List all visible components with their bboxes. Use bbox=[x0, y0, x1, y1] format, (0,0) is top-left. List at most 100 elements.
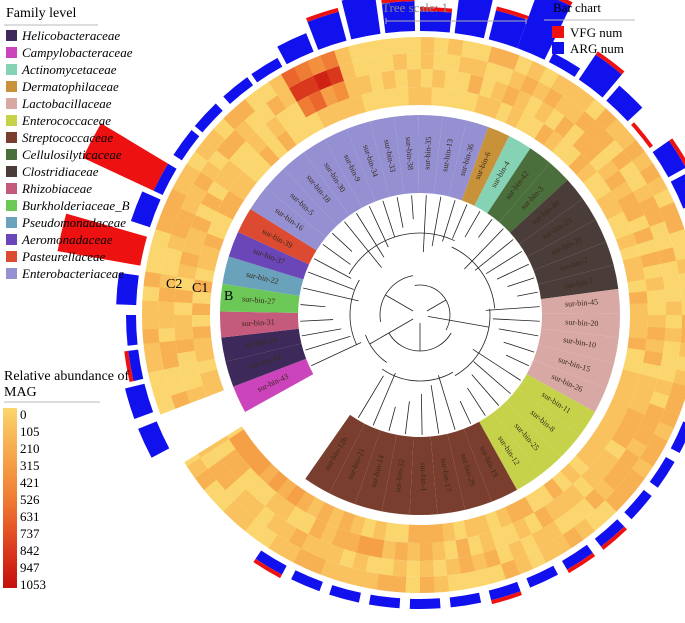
heatmap-cell bbox=[554, 115, 576, 139]
tree-arc bbox=[365, 334, 387, 363]
heatmap-cell bbox=[296, 512, 317, 535]
heatmap-cell bbox=[392, 53, 408, 71]
bar-legend-swatch-vfg bbox=[552, 26, 564, 38]
abundance-legend-level: 210 bbox=[20, 441, 40, 456]
heatmap-cell bbox=[285, 484, 306, 507]
tree-branch bbox=[307, 271, 354, 290]
heatmap-cell bbox=[589, 429, 612, 450]
heatmap-cell bbox=[627, 279, 647, 294]
heatmap-cell bbox=[338, 548, 357, 569]
arg-bar-sur-bin-17 bbox=[449, 592, 482, 608]
heatmap-cell bbox=[175, 338, 195, 354]
family-legend-swatch-actinomycetaceae bbox=[6, 64, 17, 75]
heatmap-cell bbox=[195, 139, 217, 162]
heatmap-cell bbox=[676, 258, 685, 275]
heatmap-cell bbox=[473, 568, 492, 588]
heatmap-cell bbox=[393, 541, 409, 561]
vfg-bar-sur-bin-22 bbox=[57, 213, 148, 266]
tree-branch bbox=[485, 306, 540, 311]
heatmap-cell bbox=[161, 259, 180, 277]
heatmap-cell bbox=[576, 162, 598, 184]
abundance-legend: Relative abundance of MAG 0 105 210 315 421 5… bbox=[3, 369, 130, 592]
heatmap-cell bbox=[360, 91, 378, 113]
clade-sector-sur-bin-9 bbox=[324, 128, 376, 208]
heatmap-cell bbox=[297, 95, 318, 118]
family-legend-swatch-campylobacteraceae bbox=[6, 47, 17, 58]
heatmap-cell bbox=[606, 400, 629, 420]
vfg-bar-sur-bin-6 bbox=[558, 0, 573, 6]
tree-branch bbox=[474, 239, 514, 271]
heatmap-cell bbox=[343, 77, 362, 99]
heatmap-cell bbox=[470, 552, 488, 572]
tree-branch bbox=[313, 258, 352, 279]
heatmap-cell bbox=[216, 139, 238, 161]
heatmap-cell bbox=[460, 40, 479, 59]
family-legend-swatch-pasteurellaceae bbox=[6, 251, 17, 262]
family-legend-swatch-enterococcaceae bbox=[6, 115, 17, 126]
heatmap-cell bbox=[228, 149, 252, 172]
heatmap-cell bbox=[194, 266, 215, 283]
heatmap-cell bbox=[244, 110, 266, 133]
heatmap-cell bbox=[242, 161, 265, 183]
family-legend-label-actinomycetaceae: Actinomycetaceae bbox=[21, 62, 117, 77]
abundance-heatmap-rings bbox=[142, 37, 685, 593]
heatmap-cell bbox=[568, 153, 590, 176]
clade-sector-sur-bin-15 bbox=[533, 344, 615, 389]
bin-label: sur-bin-45 bbox=[565, 297, 599, 308]
clade-sector-sur-bin-10 bbox=[538, 328, 619, 364]
heatmap-cell bbox=[602, 469, 624, 491]
heatmap-cell bbox=[575, 447, 598, 469]
heatmap-cell bbox=[597, 160, 620, 182]
tree-arc bbox=[454, 308, 491, 376]
arg-bar-sur-bin-33 bbox=[341, 0, 381, 40]
clade-sector-sur-bin-24 bbox=[221, 328, 302, 362]
tree-branch bbox=[478, 218, 493, 238]
heatmap-cell bbox=[487, 46, 507, 67]
heatmap-cell bbox=[507, 539, 527, 560]
tree-branch bbox=[422, 195, 427, 253]
heatmap-cell bbox=[192, 290, 212, 305]
heatmap-cell bbox=[646, 289, 666, 304]
clade-sector-sur-bin-29 bbox=[447, 428, 492, 510]
heatmap-cell bbox=[200, 160, 222, 182]
heatmap-cell bbox=[563, 506, 585, 528]
heatmap-cell bbox=[316, 106, 336, 128]
clade-sector-sur-bin-44 bbox=[225, 343, 307, 387]
heatmap-cell bbox=[500, 559, 520, 580]
heatmap-cell bbox=[645, 338, 665, 355]
heatmap-cell bbox=[430, 87, 445, 107]
tree-arc bbox=[379, 275, 414, 323]
heatmap-cell bbox=[614, 479, 637, 502]
heatmap-cell bbox=[645, 276, 665, 292]
heatmap-cell bbox=[643, 263, 664, 281]
tree-branch bbox=[430, 385, 440, 434]
heatmap-cell bbox=[522, 512, 543, 535]
abundance-legend-level: 947 bbox=[20, 560, 40, 575]
tree-branch bbox=[404, 401, 410, 435]
arg-bar-sur-bin-25 bbox=[594, 519, 625, 547]
heatmap-cell bbox=[305, 496, 325, 519]
tree-branch bbox=[357, 375, 384, 419]
heatmap-cell bbox=[560, 145, 582, 168]
heatmap-cell bbox=[622, 255, 644, 273]
tree-branch bbox=[331, 232, 353, 252]
heatmap-cell bbox=[306, 55, 327, 76]
arg-bar-sur-bin-30 bbox=[251, 57, 283, 83]
heatmap-cell bbox=[604, 490, 627, 513]
family-legend-label-enterobacteriaceae: Enterobacteriaceae bbox=[21, 266, 124, 281]
heatmap-cell bbox=[148, 242, 168, 261]
arg-bar-sur-bin-32 bbox=[368, 594, 401, 609]
heatmap-cell bbox=[642, 350, 663, 367]
family-legend-swatch-dermatophilaceae bbox=[6, 81, 17, 92]
heatmap-cell bbox=[420, 53, 435, 70]
heatmap-cell bbox=[432, 575, 450, 593]
heatmap-cell bbox=[596, 190, 618, 211]
heatmap-cell bbox=[553, 492, 575, 515]
heatmap-cell bbox=[258, 145, 281, 167]
heatmap-cell bbox=[622, 407, 645, 428]
heatmap-cell bbox=[405, 560, 420, 577]
heatmap-cell bbox=[629, 315, 648, 328]
tree-branch bbox=[472, 348, 521, 381]
tree-branch bbox=[473, 361, 511, 395]
